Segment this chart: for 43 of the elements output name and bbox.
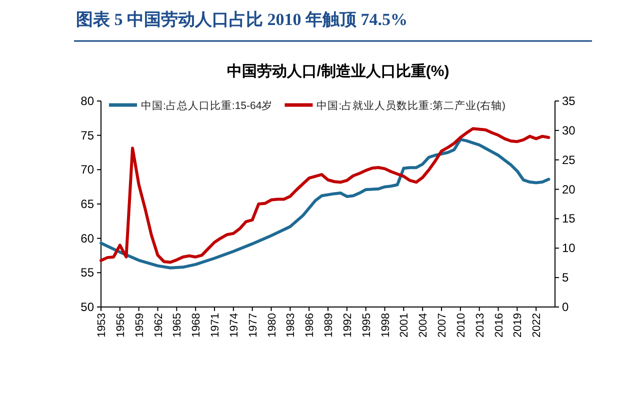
- x-tick-label: 1956: [114, 313, 127, 338]
- x-tick-label: 1995: [360, 313, 373, 338]
- x-tick-label: 1983: [285, 313, 298, 338]
- x-tick-label: 2016: [493, 313, 506, 338]
- y-tick-label: 50: [80, 300, 94, 314]
- x-tick-label: 2007: [436, 313, 448, 338]
- x-tick-label: 2010: [455, 313, 468, 338]
- x-tick-label: 1974: [228, 313, 240, 338]
- x-tick-label: 1965: [172, 313, 184, 338]
- legend-label: 中国:占就业人员数比重:第二产业(右轴): [316, 99, 506, 112]
- chart-title: 图表 5 中国劳动人口占比 2010 年触顶 74.5%: [76, 10, 408, 29]
- x-tick-label: 2004: [418, 313, 430, 338]
- y-tick-label: 80: [80, 94, 94, 108]
- x-tick-label: 1992: [342, 313, 354, 338]
- y-tick-label: 60: [80, 231, 94, 246]
- x-tick-label: 1953: [96, 313, 108, 338]
- x-tick-label: 2019: [512, 313, 524, 338]
- y-tick-label: 65: [80, 197, 94, 211]
- x-tick-label: 1986: [304, 313, 316, 338]
- chart-subtitle: 中国劳动人口/制造业人口比重(%): [226, 63, 450, 80]
- x-tick-label: 1959: [134, 313, 146, 338]
- y-tick-label: 70: [80, 162, 94, 177]
- y-tick-label: 55: [80, 266, 94, 280]
- y2-tick-label: 0: [562, 300, 569, 314]
- y2-tick-label: 5: [562, 270, 569, 285]
- legend-label: 中国:占总人口比重:15-64岁: [141, 99, 273, 112]
- x-tick-label: 1962: [152, 313, 165, 338]
- y2-tick-label: 20: [562, 182, 576, 196]
- x-tick-label: 2022: [531, 313, 544, 338]
- y2-tick-label: 15: [562, 212, 576, 226]
- y2-tick-label: 25: [562, 152, 576, 167]
- x-tick-label: 2001: [398, 313, 411, 338]
- x-tick-label: 1980: [266, 313, 278, 338]
- x-tick-label: 2013: [474, 313, 486, 338]
- y2-tick-label: 10: [562, 241, 576, 256]
- y2-tick-label: 35: [562, 94, 576, 108]
- y-tick-label: 75: [80, 128, 94, 142]
- x-tick-label: 1977: [247, 313, 260, 338]
- x-tick-label: 1989: [323, 313, 335, 338]
- y2-tick-label: 30: [562, 123, 576, 138]
- x-tick-label: 1971: [210, 313, 222, 338]
- x-tick-label: 1968: [190, 313, 203, 338]
- x-tick-label: 1998: [380, 313, 392, 338]
